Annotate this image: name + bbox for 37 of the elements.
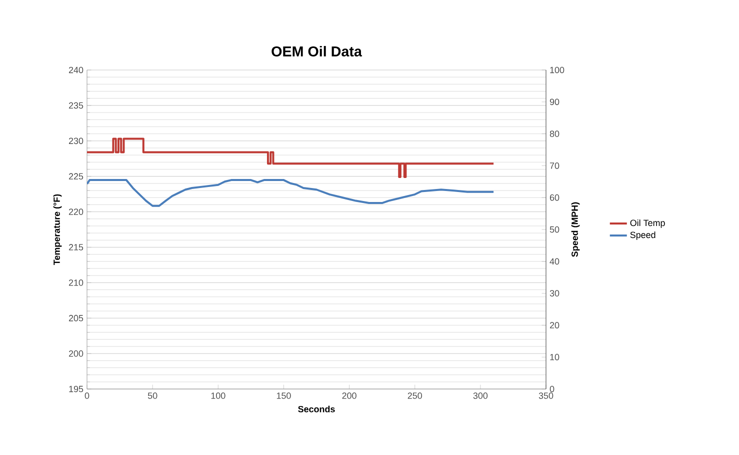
y2-tick-label: 60 — [550, 194, 560, 201]
y-tick-label: 210 — [68, 279, 84, 286]
x-tick-label: 350 — [538, 392, 554, 399]
chart-title: OEM Oil Data — [272, 46, 362, 57]
x-tick-label: 250 — [408, 392, 422, 399]
x-tick-label: 0 — [84, 392, 90, 399]
y2-axis-title: Speed (MPH) — [571, 202, 580, 257]
y-axis-title: Temperature (°F) — [53, 194, 62, 265]
y2-tick-label: 40 — [550, 258, 560, 265]
y-tick-label: 225 — [68, 173, 84, 180]
line-series — [87, 138, 495, 178]
x-tick-label: 100 — [211, 392, 226, 399]
line-series — [87, 179, 495, 207]
legend-label: Speed — [630, 231, 656, 240]
y-tick-label: 195 — [69, 386, 84, 392]
y2-tick-label: 100 — [550, 66, 564, 74]
x-tick-label: 150 — [276, 392, 291, 399]
x-tick-label: 300 — [473, 392, 488, 399]
y-tick-label: 240 — [68, 66, 84, 74]
x-axis-title: Seconds — [298, 406, 335, 412]
y2-tick-label: 90 — [550, 98, 560, 106]
y2-tick-label: 0 — [550, 386, 554, 392]
y2-tick-label: 30 — [550, 290, 560, 296]
y2-tick-label: 70 — [550, 162, 560, 169]
x-tick-label: 50 — [148, 392, 158, 399]
y-tick-label: 215 — [68, 244, 84, 250]
y2-tick-label: 50 — [550, 226, 560, 233]
y-tick-label: 200 — [68, 350, 84, 357]
legend-label: Oil Temp — [630, 220, 665, 228]
x-tick-label: 200 — [342, 392, 356, 399]
y2-tick-label: 80 — [550, 130, 560, 137]
y-tick-label: 230 — [68, 138, 84, 144]
y2-tick-label: 20 — [550, 322, 560, 328]
y2-tick-label: 10 — [550, 354, 560, 360]
y-tick-label: 220 — [68, 208, 84, 215]
y-tick-label: 235 — [68, 102, 84, 109]
y-tick-label: 205 — [68, 314, 84, 322]
